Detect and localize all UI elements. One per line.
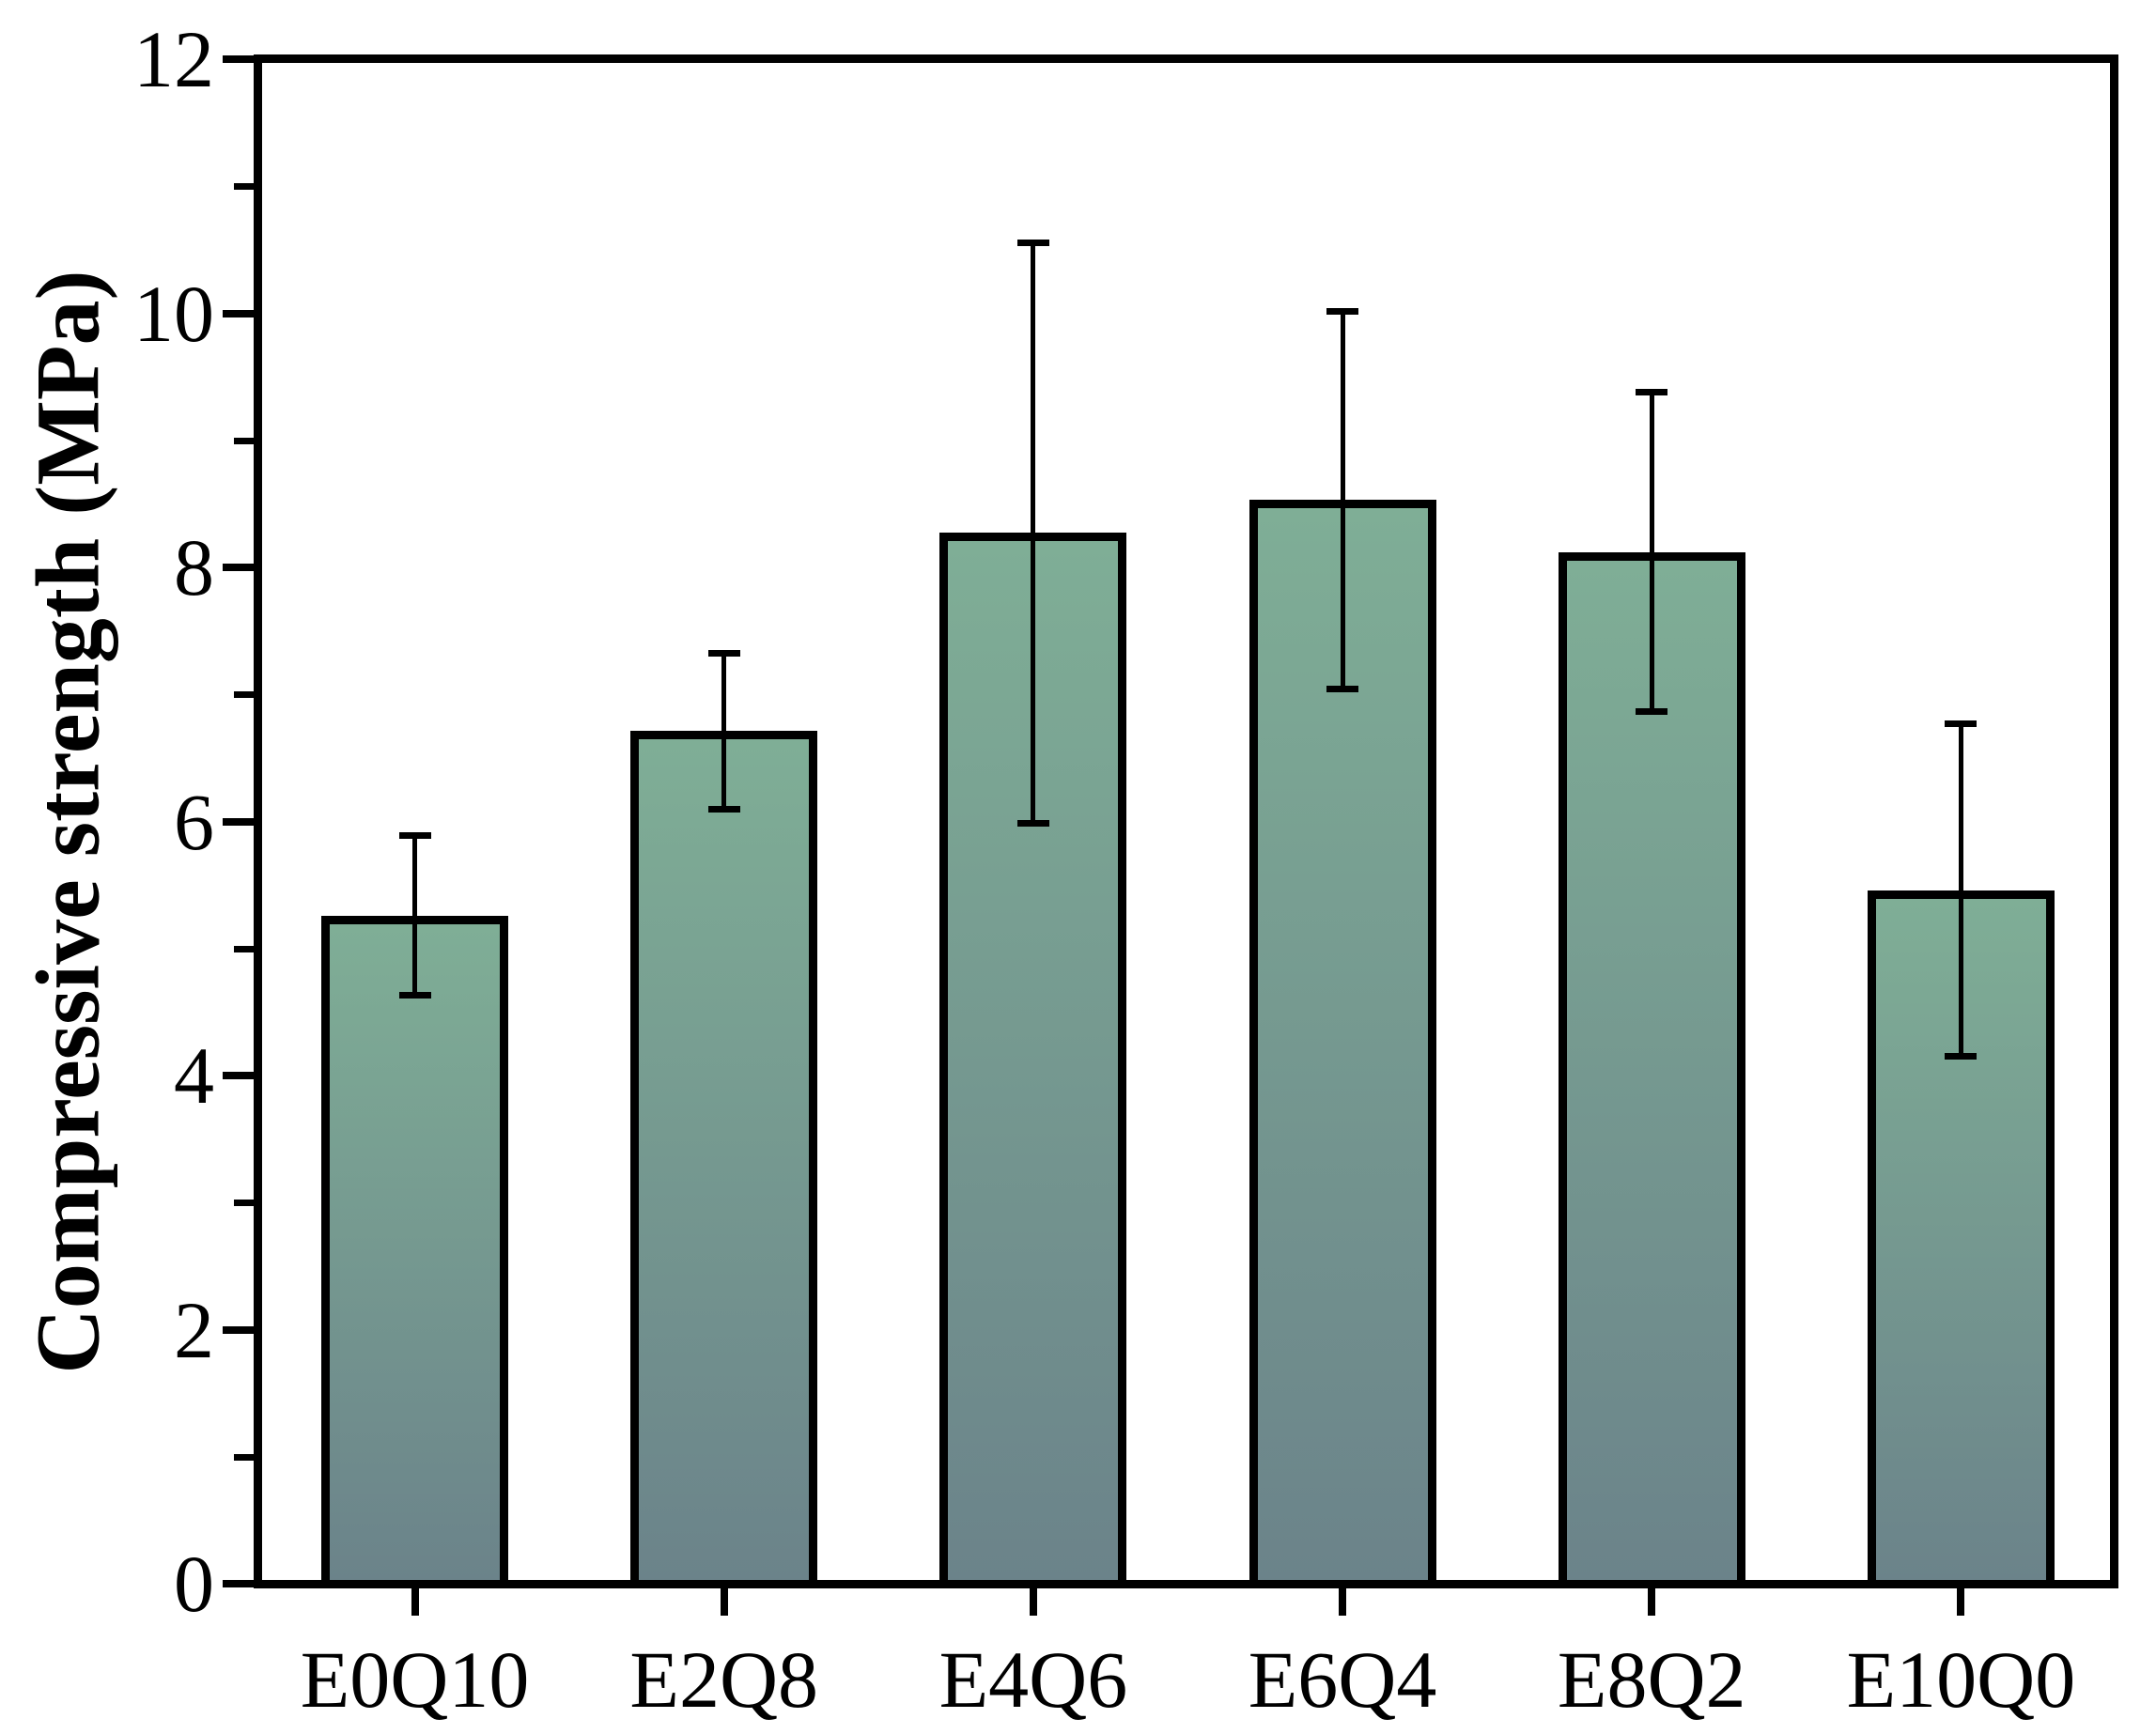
plot-area xyxy=(254,54,2118,1588)
x-axis-tick-label: E6Q4 xyxy=(1248,1634,1437,1725)
x-axis-tick-label: E2Q8 xyxy=(629,1634,819,1725)
y-axis-minor-tick xyxy=(234,945,255,952)
y-axis-minor-tick xyxy=(234,691,255,699)
x-axis-tick-label: E8Q2 xyxy=(1557,1634,1746,1725)
y-axis-tick-label: 4 xyxy=(174,1030,214,1121)
x-axis-tick xyxy=(411,1587,419,1616)
error-bar-line xyxy=(721,652,727,811)
bar xyxy=(1558,551,1745,1588)
x-axis-tick-label: E0Q10 xyxy=(300,1634,530,1725)
x-axis-tick xyxy=(1029,1587,1037,1616)
error-bar-line xyxy=(1958,723,1963,1057)
y-axis-major-tick xyxy=(223,1072,255,1079)
y-axis-major-tick xyxy=(223,55,255,63)
x-axis-tick xyxy=(720,1587,728,1616)
y-axis-major-tick xyxy=(223,1580,255,1587)
y-axis-minor-tick xyxy=(234,1453,255,1461)
y-axis-tick-label: 6 xyxy=(174,776,214,867)
bar xyxy=(321,915,509,1588)
error-bar-top-cap xyxy=(1016,239,1049,246)
error-bar-bottom-cap xyxy=(1636,708,1668,716)
y-axis-minor-tick xyxy=(234,1200,255,1207)
error-bar-bottom-cap xyxy=(398,991,431,999)
error-bar-bottom-cap xyxy=(1945,1052,1978,1060)
y-axis-tick-label: 12 xyxy=(133,14,214,104)
y-axis-minor-tick xyxy=(234,183,255,191)
x-axis-tick xyxy=(1339,1587,1347,1616)
error-bar-bottom-cap xyxy=(707,806,740,813)
error-bar-top-cap xyxy=(707,649,740,657)
error-bar-top-cap xyxy=(1945,720,1978,728)
x-axis-tick xyxy=(1648,1587,1656,1616)
error-bar-line xyxy=(412,835,418,996)
error-bar-line xyxy=(1031,241,1036,825)
y-axis-tick-label: 8 xyxy=(174,522,214,612)
error-bar-top-cap xyxy=(1636,389,1668,396)
error-bar-bottom-cap xyxy=(1326,685,1359,692)
y-axis-major-tick xyxy=(223,817,255,826)
y-axis-minor-tick xyxy=(234,437,255,444)
error-bar-top-cap xyxy=(1326,307,1359,315)
y-axis-tick-label: 2 xyxy=(174,1284,214,1375)
error-bar-bottom-cap xyxy=(1016,820,1049,828)
error-bar-line xyxy=(1649,392,1654,713)
y-axis-major-tick xyxy=(223,564,255,571)
error-bar-top-cap xyxy=(398,832,431,840)
y-axis-major-tick xyxy=(223,309,255,317)
y-axis-tick-label: 10 xyxy=(133,268,214,359)
x-axis-tick-label: E10Q0 xyxy=(1846,1634,2076,1725)
x-axis-tick-label: E4Q6 xyxy=(938,1634,1128,1725)
x-axis-tick xyxy=(1957,1587,1965,1616)
y-axis-tick-label: 0 xyxy=(174,1539,214,1629)
error-bar-line xyxy=(1340,310,1345,689)
bar xyxy=(630,731,818,1588)
y-axis-major-tick xyxy=(223,1325,255,1334)
